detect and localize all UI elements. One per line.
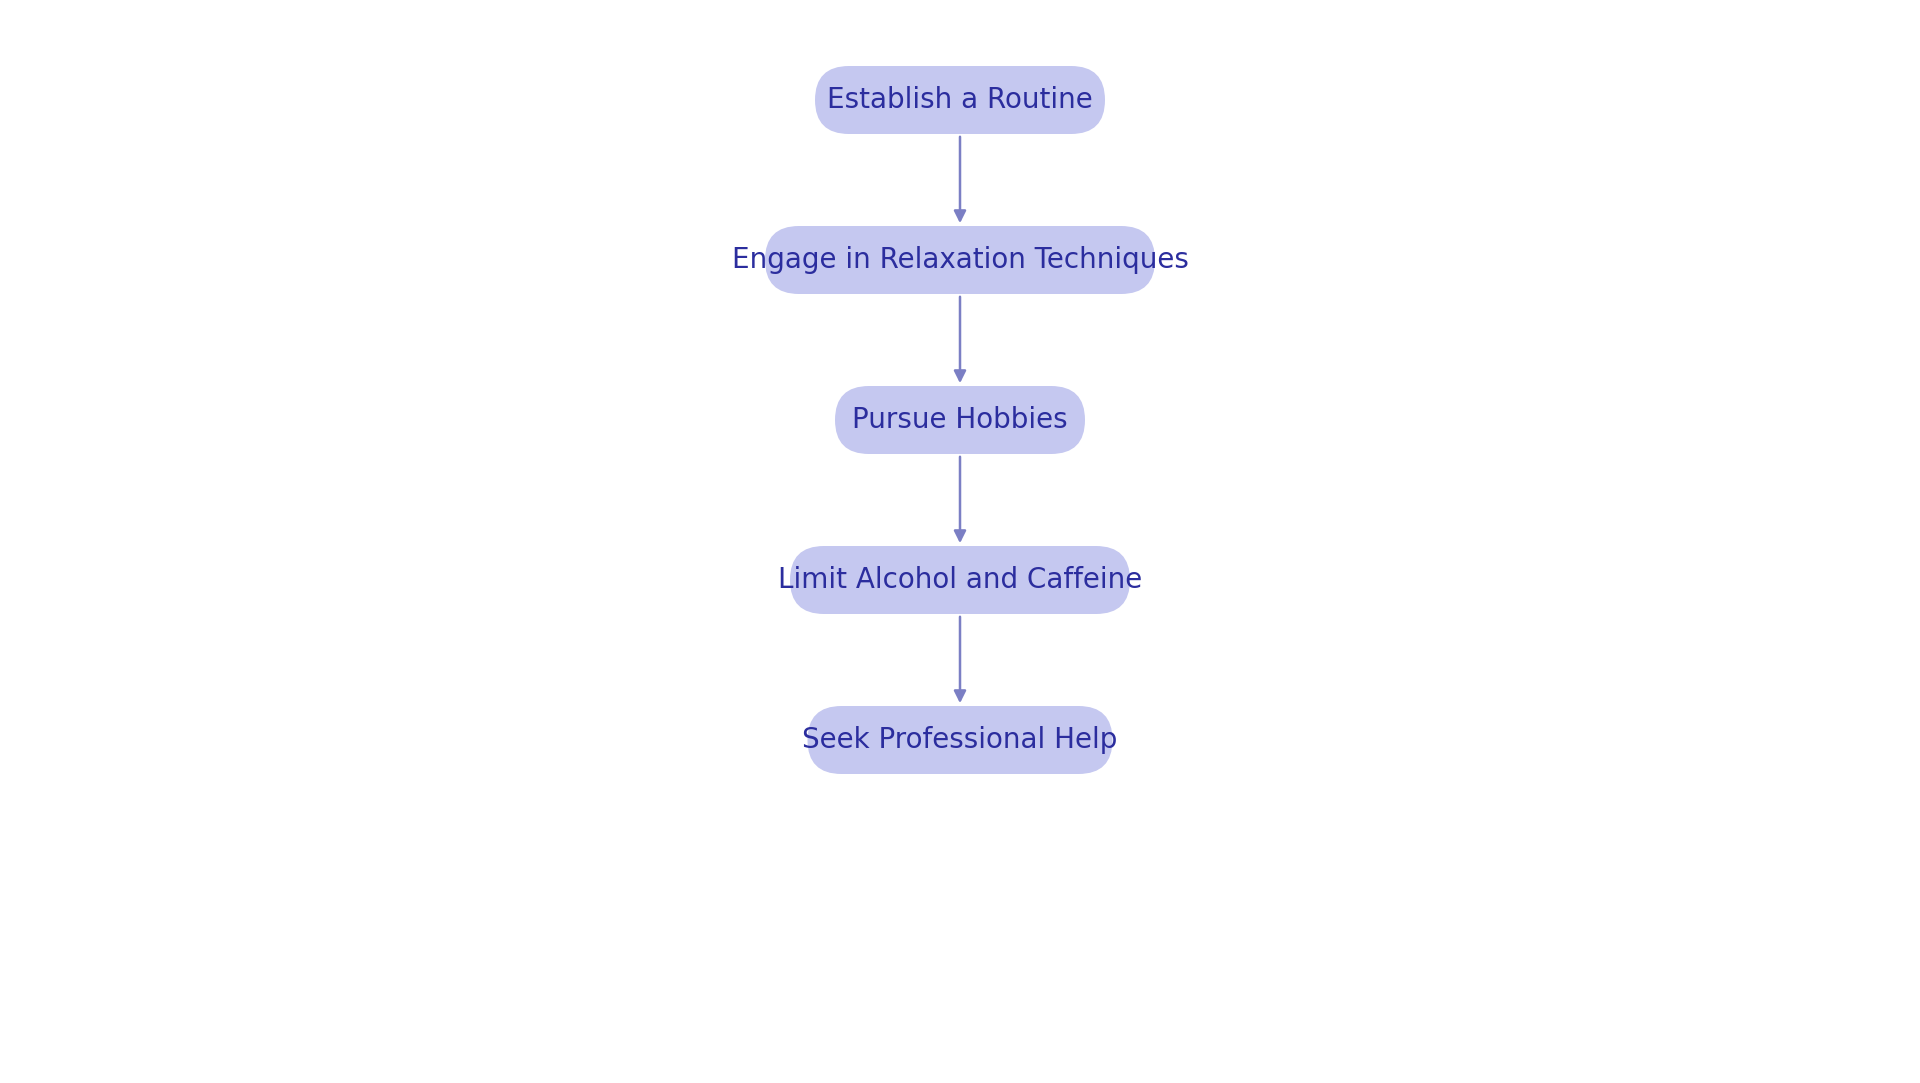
Text: Engage in Relaxation Techniques: Engage in Relaxation Techniques [732, 246, 1188, 274]
Text: Pursue Hobbies: Pursue Hobbies [852, 406, 1068, 434]
Text: Establish a Routine: Establish a Routine [828, 86, 1092, 114]
FancyBboxPatch shape [789, 546, 1131, 614]
Text: Seek Professional Help: Seek Professional Help [803, 726, 1117, 754]
FancyBboxPatch shape [764, 226, 1156, 293]
FancyBboxPatch shape [814, 66, 1106, 134]
FancyBboxPatch shape [835, 386, 1085, 454]
FancyBboxPatch shape [808, 706, 1112, 774]
Text: Limit Alcohol and Caffeine: Limit Alcohol and Caffeine [778, 566, 1142, 593]
